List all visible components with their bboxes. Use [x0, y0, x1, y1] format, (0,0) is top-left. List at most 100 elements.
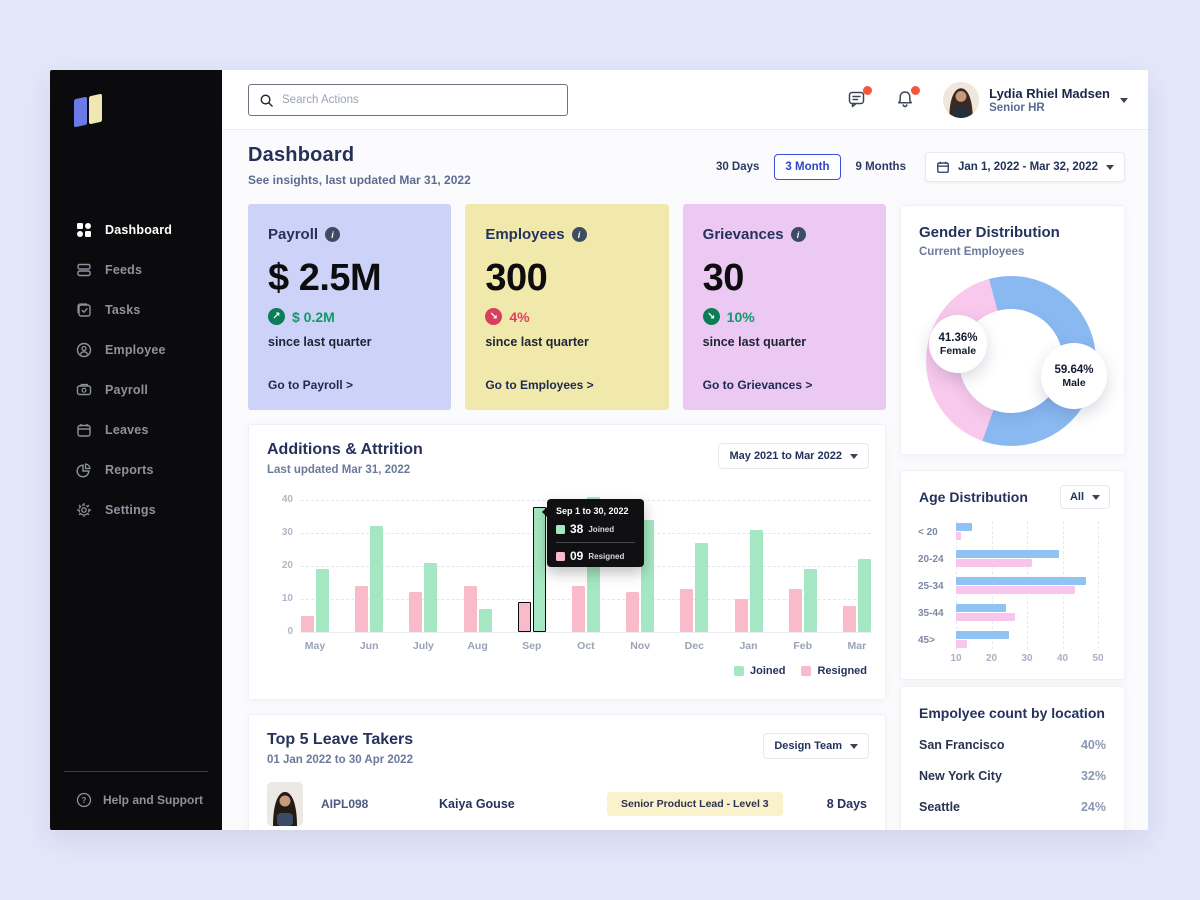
age-bar-blue: [956, 523, 972, 531]
search-input[interactable]: [282, 94, 557, 106]
resigned-bar: [355, 585, 369, 632]
sidebar-item-label: Leaves: [105, 423, 149, 437]
age-bars: [956, 550, 1059, 568]
info-icon[interactable]: i: [325, 227, 341, 242]
user-menu[interactable]: Lydia Rhiel Madsen Senior HR: [943, 82, 1128, 118]
help-label: Help and Support: [103, 793, 203, 807]
sidebar-item-feeds[interactable]: Feeds: [50, 250, 222, 290]
additions-header: Additions & Attrition Last updated Mar 3…: [267, 441, 423, 476]
sidebar-item-leaves[interactable]: Leaves: [50, 410, 222, 450]
location-city: New York City: [919, 769, 1002, 783]
joined-bar: [532, 506, 546, 632]
date-range-picker[interactable]: Jan 1, 2022 - Mar 32, 2022: [924, 152, 1125, 182]
chevron-down-icon: [850, 743, 858, 749]
chevron-down-icon: [1106, 164, 1114, 170]
bar-group-jan: [734, 529, 763, 632]
joined-bar: [695, 542, 709, 632]
team-dropdown[interactable]: Design Team: [763, 733, 869, 759]
age-category-label: 45>: [918, 635, 935, 646]
card-delta: 10%: [726, 308, 755, 325]
x-axis-tick: 10: [950, 653, 962, 664]
sidebar: Dashboard Feeds Tasks Employee Payroll Leaves…: [50, 70, 222, 830]
sidebar-item-tasks[interactable]: Tasks: [50, 290, 222, 330]
leave-header: Top 5 Leave Takers 01 Jan 2022 to 30 Apr…: [267, 731, 413, 766]
male-label: Male: [1062, 376, 1086, 389]
age-filter-dropdown[interactable]: All: [1059, 485, 1110, 509]
resigned-swatch: [556, 551, 565, 561]
tooltip-title: Sep 1 to 30, 2022: [556, 506, 629, 516]
age-bars: [956, 604, 1015, 622]
sidebar-item-dashboard[interactable]: Dashboard: [50, 210, 222, 250]
info-icon[interactable]: i: [790, 227, 806, 242]
location-count-panel: Empolyee count by location San Francisco…: [900, 686, 1125, 830]
svg-text:?: ?: [82, 796, 87, 805]
card-value: $ 2.5M: [268, 257, 382, 299]
sidebar-item-reports[interactable]: Reports: [50, 450, 222, 490]
age-title: Age Distribution: [919, 489, 1028, 505]
info-icon[interactable]: i: [571, 227, 587, 242]
search-box[interactable]: [248, 84, 568, 116]
age-row-2024: 20-24: [901, 548, 1124, 574]
bar-chart-bars: [301, 496, 871, 632]
age-distribution-panel: Age Distribution All < 20 20-24 25-34 35-44…: [900, 470, 1125, 680]
sidebar-item-label: Settings: [105, 503, 156, 517]
range-tabs: 30 Days 3 Month 9 Months: [705, 154, 917, 180]
sidebar-item-payroll[interactable]: Payroll: [50, 370, 222, 410]
card-link[interactable]: Go to Grievances >: [702, 378, 813, 392]
leave-takers-panel: Top 5 Leave Takers 01 Jan 2022 to 30 Apr…: [248, 714, 886, 830]
sidebar-item-label: Dashboard: [105, 223, 173, 237]
x-axis-label: Nov: [630, 640, 651, 652]
card-link[interactable]: Go to Employees >: [485, 378, 594, 392]
tooltip-resigned-row: 09 Resigned: [556, 549, 635, 563]
x-axis-label: May: [304, 640, 326, 652]
messages-button[interactable]: [847, 86, 873, 111]
notifications-button[interactable]: [895, 86, 921, 111]
sidebar-item-employee[interactable]: Employee: [50, 330, 222, 370]
age-category-label: 35-44: [918, 608, 944, 619]
x-axis-tick: 30: [1021, 653, 1033, 664]
age-bar-blue: [956, 577, 1086, 585]
location-percent: 32%: [1080, 769, 1106, 783]
resigned-bar: [788, 589, 802, 632]
page-title: Dashboard: [248, 144, 355, 166]
y-axis-label: 20: [281, 560, 293, 571]
stat-cards: Payroll i $ 2.5M ↗ $ 0.2M since last quarter G…: [248, 204, 886, 410]
sidebar-item-label: Employee: [105, 343, 166, 357]
resigned-bar: [409, 592, 423, 632]
card-value: 300: [485, 257, 548, 299]
employee-id: AIPL098: [321, 797, 369, 811]
range-tab-9-months[interactable]: 9 Months: [855, 161, 906, 173]
x-axis-label: Sep: [522, 640, 542, 652]
bar-group-nov: [626, 519, 655, 632]
joined-swatch: [556, 524, 565, 534]
dashboard-content: Dashboard See insights, last updated Mar…: [222, 130, 1148, 830]
legend-swatch: [734, 666, 745, 676]
range-tab-30-days[interactable]: 30 Days: [715, 161, 760, 173]
employee-name: Kaiya Gouse: [439, 797, 515, 811]
x-axis-label: Dec: [684, 640, 704, 652]
female-label: Female: [939, 344, 977, 357]
additions-subtitle: Last updated Mar 31, 2022: [267, 464, 411, 476]
resigned-bar: [571, 585, 585, 632]
range-tab-3-month[interactable]: 3 Month: [774, 154, 841, 180]
age-category-label: < 20: [918, 527, 938, 538]
age-filter-label: All: [1069, 491, 1084, 503]
card-link[interactable]: Go to Payroll >: [268, 378, 354, 392]
bar-group-dec: [680, 542, 709, 632]
app-window: Dashboard Feeds Tasks Employee Payroll Leaves…: [50, 70, 1148, 830]
sidebar-item-help[interactable]: ? Help and Support: [50, 772, 222, 830]
tooltip-resigned-value: 09: [570, 549, 584, 563]
age-bars: [956, 523, 972, 541]
tooltip-divider: [556, 542, 635, 543]
bar-group-feb: [788, 569, 817, 632]
leave-taker-row[interactable]: AIPL098 Kaiya Gouse Senior Product Lead …: [267, 781, 867, 827]
resigned-bar: [463, 585, 477, 632]
employee-photo: [267, 782, 303, 826]
additions-range-dropdown[interactable]: May 2021 to Mar 2022: [718, 443, 869, 469]
sidebar-item-settings[interactable]: Settings: [50, 490, 222, 530]
gridline: [1027, 521, 1028, 649]
leave-title: Top 5 Leave Takers: [267, 731, 414, 748]
y-axis-label: 30: [281, 527, 293, 538]
male-share-bubble: 59.64% Male: [1041, 343, 1107, 409]
leave-subtitle: 01 Jan 2022 to 30 Apr 2022: [267, 754, 413, 766]
